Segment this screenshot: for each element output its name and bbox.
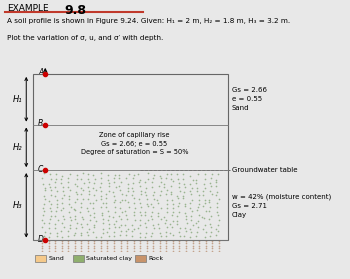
Text: A: A xyxy=(38,68,43,78)
Text: 9.8: 9.8 xyxy=(65,4,87,18)
Text: Gs = 2.66
e = 0.55
Sand: Gs = 2.66 e = 0.55 Sand xyxy=(231,87,266,111)
Text: Sand: Sand xyxy=(48,256,64,261)
Text: EXAMPLE: EXAMPLE xyxy=(7,4,49,13)
Text: Rock: Rock xyxy=(148,256,163,261)
Text: Zone of capillary rise
Gs = 2.66; e = 0.55
Degree of saturation = S = 50%: Zone of capillary rise Gs = 2.66; e = 0.… xyxy=(80,132,188,155)
Text: C: C xyxy=(38,165,43,174)
Bar xyxy=(35,255,46,262)
Bar xyxy=(73,255,84,262)
Text: Saturated clay: Saturated clay xyxy=(86,256,132,261)
Text: w = 42% (moisture content)
Gs = 2.71
Clay: w = 42% (moisture content) Gs = 2.71 Cla… xyxy=(231,193,331,218)
Bar xyxy=(33,74,228,240)
Text: H₃: H₃ xyxy=(13,201,22,210)
Text: H₁: H₁ xyxy=(13,95,22,104)
Text: A soil profile is shown in Figure 9.24. Given: H₁ = 2 m, H₂ = 1.8 m, H₃ = 3.2 m.: A soil profile is shown in Figure 9.24. … xyxy=(7,18,290,24)
Text: Groundwater table: Groundwater table xyxy=(231,167,297,173)
Text: B: B xyxy=(38,119,43,128)
Bar xyxy=(135,255,146,262)
Text: Plot the variation of σ, u, and σ′ with depth.: Plot the variation of σ, u, and σ′ with … xyxy=(7,35,163,41)
Text: H₂: H₂ xyxy=(13,143,22,152)
Text: D: D xyxy=(37,235,43,244)
